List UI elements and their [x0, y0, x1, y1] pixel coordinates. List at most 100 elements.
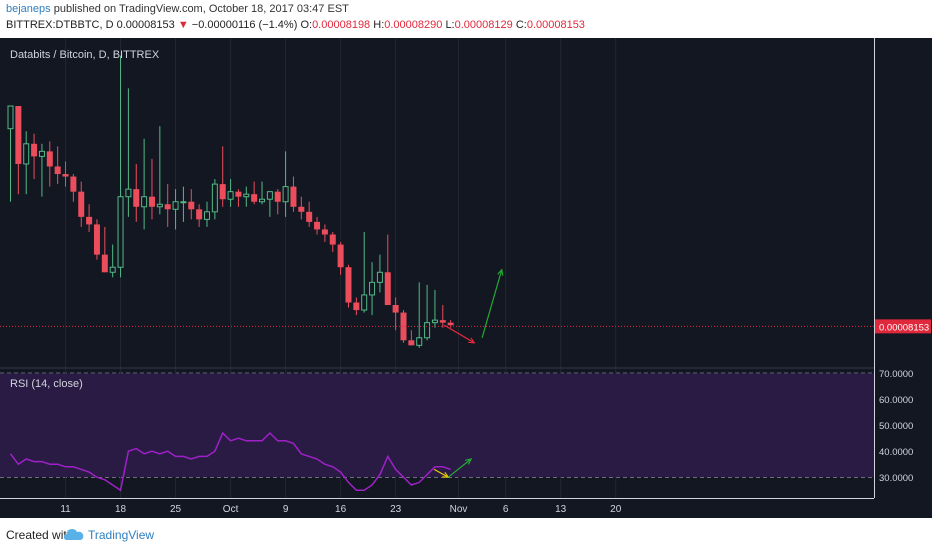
price-arrow-red-head — [468, 337, 476, 344]
high-label: H: — [373, 19, 385, 31]
rsi-tick-label: 60.0000 — [879, 395, 913, 406]
candle-body-down — [408, 340, 415, 346]
x-tick-label: 16 — [335, 504, 347, 515]
price-pane-title: Databits / Bitcoin, D, BITTREX — [10, 49, 160, 61]
candle-body-down — [133, 189, 140, 207]
candle-body-down — [290, 186, 297, 207]
candle-body-down — [392, 305, 399, 313]
rsi-pane-title: RSI (14, close) — [10, 378, 83, 390]
candle-body-down — [314, 221, 321, 230]
candle-body-down — [31, 143, 38, 157]
candle-body-up — [431, 319, 438, 324]
close-value: 0.00008153 — [526, 19, 585, 31]
tradingview-logo-icon[interactable] — [64, 527, 84, 541]
down-triangle-icon: ▼ — [177, 19, 189, 31]
rsi-line — [9, 431, 451, 492]
candle-body-down — [196, 209, 203, 220]
chart-header: bejaneps published on TradingView.com, O… — [0, 0, 932, 38]
candle-body-down — [337, 244, 344, 268]
x-tick-label: 9 — [283, 504, 289, 515]
created-with-text: Created with — [6, 528, 74, 542]
x-tick-label: Nov — [450, 504, 468, 515]
chart-svg[interactable]: 0.00008153 0.000070000.000080000.0000900… — [0, 38, 932, 518]
axes: 0.000070000.000080000.000090000.00010000… — [0, 38, 913, 515]
price-arrow-red — [444, 324, 475, 344]
candle-body-down — [274, 191, 281, 202]
candle-body-up — [38, 150, 45, 157]
candle-body-up — [266, 191, 273, 200]
chart-area[interactable]: 0.00008153 0.000070000.000080000.0000900… — [0, 38, 932, 518]
candle-body-down — [70, 176, 77, 192]
candle-body-down — [164, 204, 171, 210]
open-value: 0.00008198 — [312, 19, 371, 31]
candle-body-up — [369, 281, 376, 296]
rsi-tick-label: 50.0000 — [879, 421, 913, 432]
ohlc-info: BITTREX:DTBBTC, D 0.00008153 ▼ −0.000001… — [6, 19, 585, 31]
candle-body-up — [141, 196, 148, 208]
candle-body-up — [7, 105, 14, 130]
author-link[interactable]: bejaneps — [6, 3, 51, 15]
tradingview-brand-link[interactable]: TradingView — [88, 528, 155, 542]
rsi-tick-label: 40.0000 — [879, 447, 913, 458]
drawing-arrows[interactable] — [433, 268, 504, 478]
rsi-band — [0, 373, 874, 478]
last-price: 0.00008153 — [116, 19, 175, 31]
current-price-line: 0.00008153 — [0, 319, 931, 334]
candle-body-down — [54, 166, 61, 175]
candle-body-down — [15, 106, 22, 164]
publish-text: published on TradingView.com, October 18… — [53, 3, 349, 15]
candle-body-up — [156, 203, 163, 208]
candle-body-up — [416, 337, 423, 346]
candle-body-down — [447, 322, 454, 326]
candle-body-up — [361, 294, 368, 311]
candle-body-down — [384, 272, 391, 306]
candle-body-up — [180, 201, 187, 204]
rsi-arrow-yellow — [433, 468, 449, 478]
x-tick-label: 6 — [503, 504, 509, 515]
candle-body-down — [439, 320, 446, 323]
publish-info: bejaneps published on TradingView.com, O… — [6, 3, 349, 15]
x-tick-label: 11 — [60, 504, 71, 515]
candle-body-down — [219, 184, 226, 200]
open-label: O: — [300, 19, 313, 31]
candle-body-up — [259, 198, 266, 203]
rsi-tick-label: 30.0000 — [879, 473, 913, 484]
symbol-label: BITTREX:DTBBTC, D — [6, 19, 114, 31]
candle-body-down — [353, 302, 360, 311]
rsi-arrow-green — [447, 458, 472, 478]
high-value: 0.00008290 — [384, 19, 443, 31]
x-tick-label: 20 — [610, 504, 622, 515]
candlestick-series — [7, 55, 454, 348]
candle-body-down — [62, 174, 69, 177]
candle-body-down — [188, 201, 195, 210]
current-price-label: 0.00008153 — [879, 322, 929, 333]
candle-body-up — [424, 322, 431, 339]
candle-body-up — [125, 188, 132, 198]
low-label: L: — [445, 19, 455, 31]
candle-body-down — [148, 196, 155, 207]
candle-body-down — [46, 151, 53, 167]
price-change: −0.00000116 (−1.4%) — [191, 19, 298, 31]
price-arrow-green — [481, 269, 503, 338]
candle-body-up — [227, 191, 234, 200]
price-label-box — [875, 319, 931, 334]
x-tick-label: 13 — [555, 504, 567, 515]
candle-body-down — [78, 191, 85, 217]
candle-body-up — [109, 266, 116, 273]
low-value: 0.00008129 — [454, 19, 513, 31]
candle-body-down — [298, 206, 305, 212]
candle-body-down — [306, 211, 313, 222]
candle-body-down — [345, 267, 352, 303]
candle-body-down — [329, 234, 336, 245]
candle-body-up — [204, 211, 210, 220]
x-tick-label: 18 — [115, 504, 127, 515]
candle-body-up — [23, 143, 30, 165]
candle-body-up — [117, 196, 124, 268]
rsi-series — [9, 431, 451, 492]
candle-body-down — [251, 194, 258, 202]
candle-body-down — [101, 254, 108, 273]
candle-body-up — [376, 271, 383, 283]
candle-body-up — [172, 201, 179, 210]
candle-body-down — [235, 191, 242, 197]
close-label: C: — [515, 19, 527, 31]
